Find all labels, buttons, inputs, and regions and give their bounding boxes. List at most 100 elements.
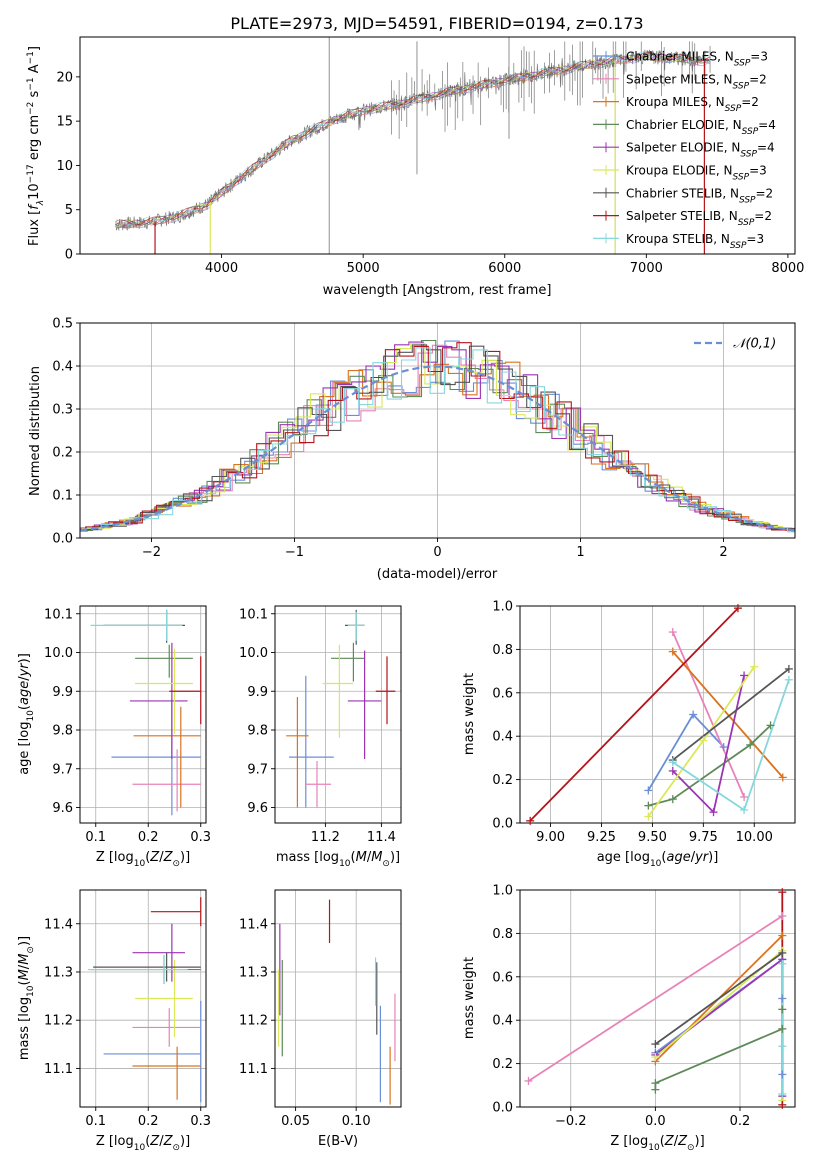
model-line [115, 51, 711, 226]
axes-frame [274, 889, 402, 1108]
x-tick-label: 4000 [205, 261, 238, 276]
y-tick-label: 10.0 [44, 646, 73, 661]
y-tick-label: 10.1 [239, 607, 268, 622]
y-tick-label: 11.4 [44, 917, 73, 932]
y-tick-label: 9.8 [52, 724, 73, 739]
legend-label: Chabrier MILES, NSSP=3 [626, 50, 768, 69]
x-tick-label: 0.3 [190, 1114, 211, 1129]
figure-title: PLATE=2973, MJD=54591, FIBERID=0194, z=0… [230, 14, 643, 33]
y-tick-label: 11.2 [239, 1014, 268, 1029]
y-axis-label: mass weight [462, 673, 477, 755]
panel-residual_histograms: −2 −1 0 1 2 0.0 0.1 0.2 0.3 0.4 0.5 (data-model)/er… [28, 317, 796, 582]
panel-mass_vs_Z: 0.1 0.2 0.3 11.1 11.2 11.3 11.4 Z [log10(Z/Z⊙)]… [17, 889, 211, 1153]
x-tick-label: 7000 [630, 261, 663, 276]
gaussian-curve [80, 365, 795, 532]
model-line [115, 55, 711, 228]
x-tick-label: 0.1 [85, 830, 106, 845]
weight-line [647, 666, 756, 818]
y-tick-label: 0.8 [492, 927, 513, 942]
y-tick-label: 0.6 [492, 686, 513, 701]
model-line [115, 52, 711, 226]
axes-frame [274, 605, 402, 824]
legend-label: 𝒩(0,1) [733, 337, 776, 352]
legend: 𝒩(0,1) [694, 337, 776, 352]
y-tick-label: 0.2 [52, 446, 73, 461]
panel-mass_vs_ebv: 0.05 0.10 11.1 11.2 11.3 11.4 E(B-V) [239, 889, 402, 1149]
y-axis-label: mass weight [462, 957, 477, 1039]
y-tick-label: 0.0 [492, 1101, 513, 1116]
model-line [115, 53, 711, 228]
x-tick-label: 6000 [488, 261, 521, 276]
weight-line [654, 952, 783, 1045]
x-tick-label: −0.2 [555, 1114, 587, 1129]
y-tick-label: 11.3 [44, 965, 73, 980]
axes-frame [519, 889, 796, 1108]
model-line [115, 54, 711, 229]
weight-line [654, 1009, 784, 1090]
y-tick-label: 0.2 [492, 1057, 513, 1072]
x-tick-label: 11.2 [311, 830, 340, 845]
y-tick-label: 0.3 [52, 403, 73, 418]
panel-age_vs_Z: 0.1 0.2 0.3 9.6 9.7 9.8 9.9 10.0 10.1 Z [log10(Z/… [17, 605, 211, 869]
y-axis-label: Normed distribution [28, 366, 43, 496]
histogram-step [81, 342, 795, 531]
y-tick-label: 0.4 [492, 730, 513, 745]
x-tick-label: 0.2 [138, 1114, 159, 1129]
x-tick-label: 0.10 [342, 1114, 371, 1129]
y-tick-label: 0.5 [52, 317, 73, 332]
weight-line [671, 631, 745, 798]
y-tick-label: 9.9 [247, 685, 268, 700]
x-axis-label: Z [log10(Z/Z⊙)] [96, 1134, 190, 1153]
y-axis-label: age [log10(age/yr)] [17, 653, 36, 775]
x-tick-label: −2 [142, 545, 161, 560]
x-axis-label: E(B-V) [318, 1134, 358, 1149]
y-tick-label: 9.6 [52, 801, 73, 816]
x-axis-label: wavelength [Angstrom, rest frame] [323, 283, 552, 298]
y-axis-label: Flux [fλ10−17 erg cm−2 s−1 A−1] [26, 46, 46, 246]
x-tick-label: 9.00 [536, 830, 565, 845]
legend-label: Salpeter STELIB, NSSP=2 [626, 209, 772, 228]
x-tick-label: 0 [433, 545, 441, 560]
x-axis-label: Z [log10(Z/Z⊙)] [96, 850, 190, 869]
y-tick-label: 9.7 [52, 762, 73, 777]
histogram-step [85, 342, 795, 531]
plot-area [87, 897, 202, 1103]
y-tick-label: 10.1 [44, 607, 73, 622]
y-tick-label: 0.4 [492, 1014, 513, 1029]
model-line [115, 54, 711, 228]
y-tick-label: 10.0 [239, 646, 268, 661]
y-tick-label: 0.1 [52, 489, 73, 504]
panel-age_vs_mass: 11.2 11.4 9.6 9.7 9.8 9.9 10.0 10.1 mass [log10(… [239, 605, 402, 869]
y-tick-label: 5 [65, 203, 73, 218]
x-tick-label: 9.75 [689, 830, 718, 845]
histogram-step [80, 339, 795, 532]
axes-frame [79, 605, 207, 824]
y-tick-label: 0.4 [52, 360, 73, 375]
plot-area [529, 607, 790, 822]
panel-weight_vs_Z: −0.2 0.0 0.2 0.0 0.2 0.4 0.6 0.8 1.0 Z [log10(Z/Z… [462, 884, 796, 1153]
x-axis-label: mass [log10(M/M⊙)] [276, 850, 400, 869]
panel-weight_vs_age: 9.00 9.25 9.50 9.75 10.00 0.0 0.2 0.4 0.6 0.8 1.0 a… [462, 600, 796, 869]
y-tick-label: 11.4 [239, 917, 268, 932]
legend-label: Salpeter MILES, NSSP=2 [626, 72, 767, 91]
y-tick-label: 11.1 [44, 1062, 73, 1077]
plot-area [80, 339, 795, 533]
legend-label: Kroupa STELIB, NSSP=3 [626, 232, 764, 251]
plot-area [286, 609, 396, 808]
x-tick-label: 1 [576, 545, 584, 560]
weight-line [528, 915, 783, 1082]
y-axis-label: mass [log10(M/M⊙)] [17, 936, 36, 1060]
x-tick-label: 8000 [771, 261, 804, 276]
y-tick-label: 0 [65, 248, 73, 263]
weight-line [529, 607, 739, 822]
y-tick-label: 11.2 [44, 1014, 73, 1029]
legend-label: Chabrier STELIB, NSSP=2 [626, 186, 773, 205]
weight-line [672, 668, 790, 761]
y-tick-label: 11.3 [239, 965, 268, 980]
y-tick-label: 11.1 [239, 1062, 268, 1077]
legend-label: Salpeter ELODIE, NSSP=4 [626, 141, 775, 160]
y-tick-label: 15 [56, 115, 73, 130]
plot-area [278, 899, 396, 1105]
